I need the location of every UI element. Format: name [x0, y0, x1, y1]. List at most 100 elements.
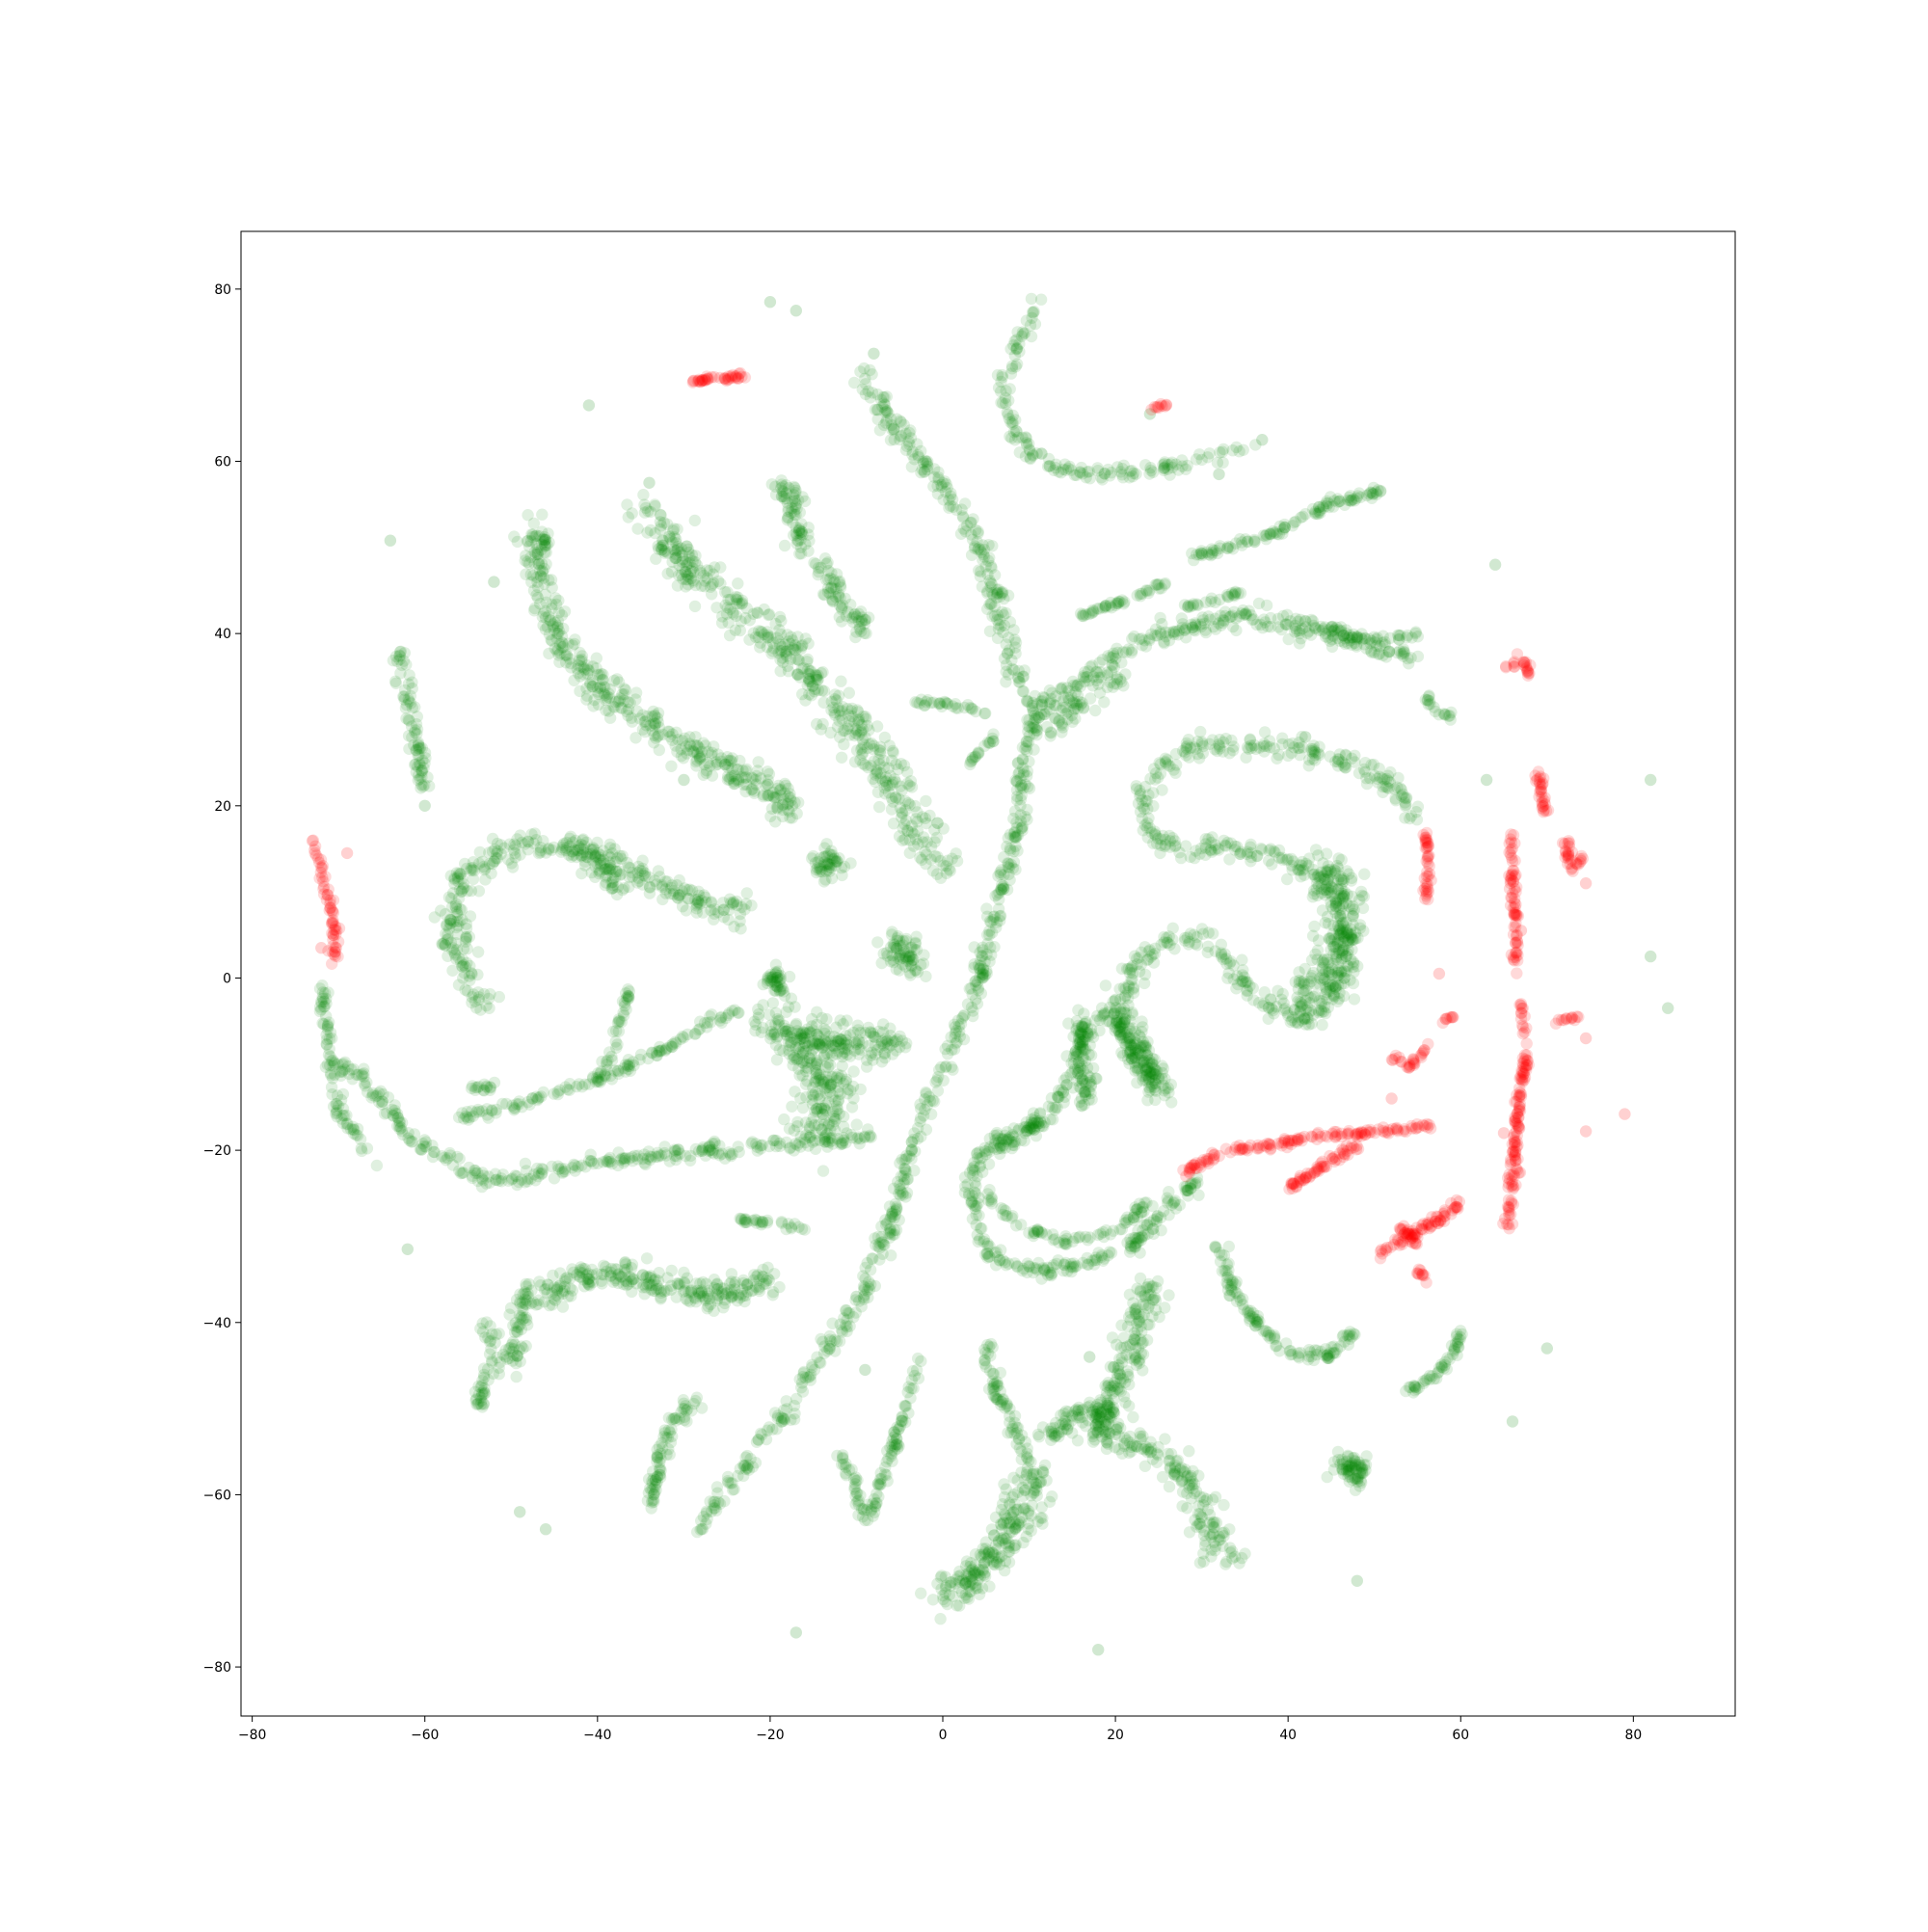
green-data-point — [853, 1295, 866, 1307]
green-data-point — [1297, 510, 1309, 523]
green-data-point — [975, 966, 987, 979]
green-data-point — [618, 694, 630, 708]
green-data-point — [516, 836, 528, 849]
green-data-point — [500, 1097, 513, 1111]
green-data-point — [319, 1060, 333, 1074]
green-data-point — [988, 609, 1002, 622]
green-data-point — [892, 1175, 904, 1189]
green-data-point — [965, 528, 977, 541]
green-data-point — [713, 1497, 727, 1510]
green-data-point — [1205, 592, 1218, 604]
green-data-point — [1105, 467, 1118, 479]
green-data-point — [937, 1074, 950, 1087]
green-data-point — [1110, 597, 1123, 609]
green-data-point — [914, 1115, 926, 1128]
green-data-point — [983, 915, 997, 927]
green-data-point — [483, 1002, 495, 1015]
green-data-point — [977, 968, 989, 981]
green-data-point — [1116, 471, 1130, 484]
green-data-point — [1308, 507, 1322, 520]
green-data-point — [640, 1252, 654, 1265]
green-data-point — [1091, 462, 1104, 474]
green-data-point — [1010, 342, 1023, 355]
green-data-point — [1021, 736, 1033, 748]
green-data-point — [998, 619, 1011, 632]
green-data-point — [723, 629, 736, 642]
green-data-point — [984, 597, 998, 610]
green-data-point — [520, 1288, 532, 1301]
green-data-point — [985, 926, 999, 939]
green-data-point — [984, 580, 997, 593]
green-data-point — [1172, 464, 1185, 476]
green-data-point — [1010, 341, 1024, 355]
green-data-point — [1000, 658, 1013, 671]
green-data-point — [823, 1343, 836, 1355]
green-data-point — [659, 1149, 673, 1162]
green-data-point — [568, 637, 580, 651]
green-data-point — [696, 1522, 710, 1536]
green-data-point — [662, 1411, 676, 1425]
green-data-point — [848, 1483, 861, 1495]
green-data-point — [1009, 647, 1022, 660]
green-data-point — [894, 415, 907, 427]
green-data-point — [981, 554, 995, 567]
green-data-point — [810, 669, 822, 683]
green-data-point — [1017, 685, 1031, 698]
green-data-point — [1012, 756, 1025, 769]
green-data-point — [947, 1063, 959, 1076]
green-data-point — [965, 516, 977, 529]
green-data-point — [1021, 695, 1033, 708]
green-data-point — [771, 975, 784, 987]
green-data-point — [1003, 394, 1015, 407]
green-data-point — [1012, 676, 1026, 688]
green-data-point — [1014, 799, 1027, 812]
green-data-point — [920, 455, 932, 469]
green-data-point — [778, 1404, 790, 1417]
green-data-point — [1008, 825, 1022, 838]
green-data-point — [402, 713, 415, 726]
green-data-point — [939, 1060, 951, 1074]
green-data-point — [996, 371, 1009, 384]
green-data-point — [774, 664, 787, 678]
green-data-point — [566, 1162, 578, 1174]
green-data-point — [905, 1144, 918, 1157]
green-data-point — [990, 1378, 1004, 1390]
green-data-point — [972, 527, 984, 540]
green-data-point — [834, 578, 847, 592]
green-data-point — [1009, 831, 1023, 844]
green-data-point — [748, 1015, 761, 1028]
green-data-point — [1006, 662, 1019, 676]
green-data-point — [751, 606, 764, 620]
green-data-point — [732, 577, 744, 590]
green-data-point — [1229, 586, 1242, 599]
green-data-point — [453, 867, 466, 879]
green-data-point — [1037, 1466, 1050, 1479]
green-data-point — [977, 550, 991, 563]
green-data-point — [921, 463, 934, 476]
green-data-point — [1050, 458, 1062, 470]
green-data-point — [1013, 337, 1026, 350]
green-data-point — [602, 705, 615, 717]
green-data-point — [995, 883, 1007, 897]
green-data-point — [921, 457, 933, 470]
green-data-point — [830, 855, 844, 868]
green-data-point — [414, 742, 426, 755]
green-data-point — [1025, 1456, 1037, 1468]
green-data-point — [670, 533, 683, 546]
green-data-point — [796, 1385, 810, 1398]
green-data-point — [884, 413, 897, 425]
green-data-point — [973, 564, 985, 577]
green-data-point — [655, 1452, 667, 1465]
green-data-point — [852, 1048, 866, 1060]
green-data-point — [840, 1304, 853, 1317]
green-data-point — [665, 1040, 678, 1054]
green-data-point — [736, 594, 749, 607]
green-data-point — [991, 608, 1004, 622]
green-data-point — [905, 1143, 919, 1156]
green-data-point — [471, 946, 485, 958]
green-data-point — [888, 422, 900, 436]
green-data-point — [1021, 694, 1033, 707]
green-data-point — [761, 640, 773, 654]
green-data-point — [1159, 461, 1171, 473]
green-data-point — [984, 560, 998, 573]
